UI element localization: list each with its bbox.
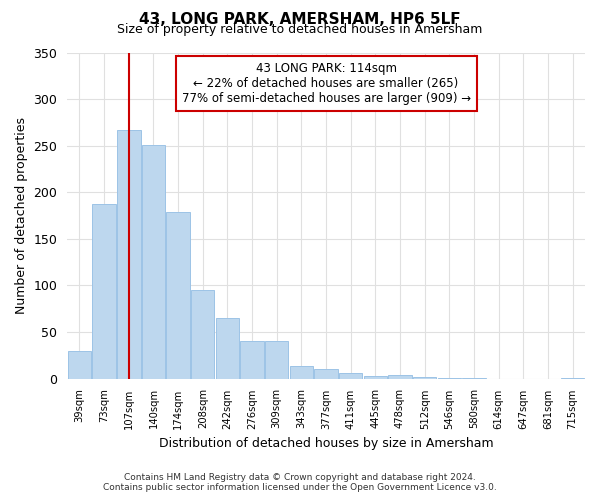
- Y-axis label: Number of detached properties: Number of detached properties: [15, 117, 28, 314]
- Bar: [290, 366, 313, 378]
- Bar: [241, 342, 264, 378]
- Bar: [117, 130, 140, 378]
- Text: Contains HM Land Registry data © Crown copyright and database right 2024.
Contai: Contains HM Land Registry data © Crown c…: [103, 473, 497, 492]
- Bar: [339, 373, 362, 378]
- Bar: [413, 376, 436, 378]
- Bar: [142, 144, 165, 378]
- X-axis label: Distribution of detached houses by size in Amersham: Distribution of detached houses by size …: [159, 437, 493, 450]
- Bar: [191, 290, 214, 378]
- Bar: [364, 376, 387, 378]
- Bar: [68, 350, 91, 378]
- Text: 43, LONG PARK, AMERSHAM, HP6 5LF: 43, LONG PARK, AMERSHAM, HP6 5LF: [139, 12, 461, 28]
- Bar: [265, 342, 289, 378]
- Bar: [388, 375, 412, 378]
- Bar: [314, 370, 338, 378]
- Text: 43 LONG PARK: 114sqm
← 22% of detached houses are smaller (265)
77% of semi-deta: 43 LONG PARK: 114sqm ← 22% of detached h…: [182, 62, 470, 106]
- Bar: [92, 204, 116, 378]
- Bar: [216, 318, 239, 378]
- Bar: [166, 212, 190, 378]
- Text: Size of property relative to detached houses in Amersham: Size of property relative to detached ho…: [118, 22, 482, 36]
